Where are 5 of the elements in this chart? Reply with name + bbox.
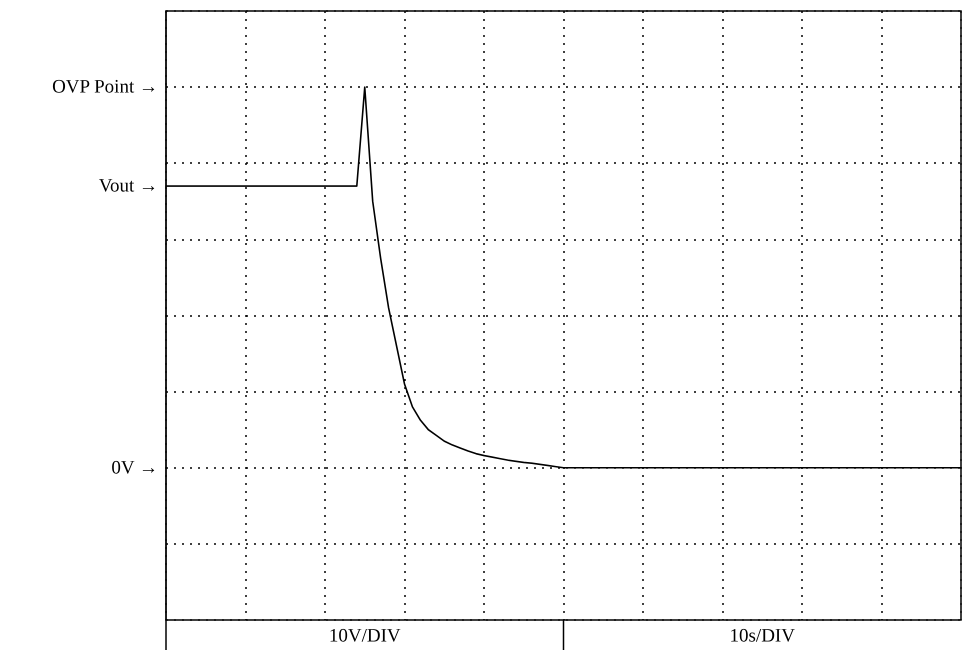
text: 10s/DIV — [730, 626, 796, 646]
text: 0V → — [111, 457, 158, 478]
text: OVP Point → — [52, 76, 158, 98]
text: Vout → — [98, 176, 158, 197]
text: 10V/DIV — [328, 626, 401, 646]
